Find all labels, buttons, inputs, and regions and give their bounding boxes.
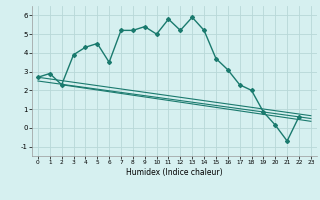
X-axis label: Humidex (Indice chaleur): Humidex (Indice chaleur): [126, 168, 223, 177]
